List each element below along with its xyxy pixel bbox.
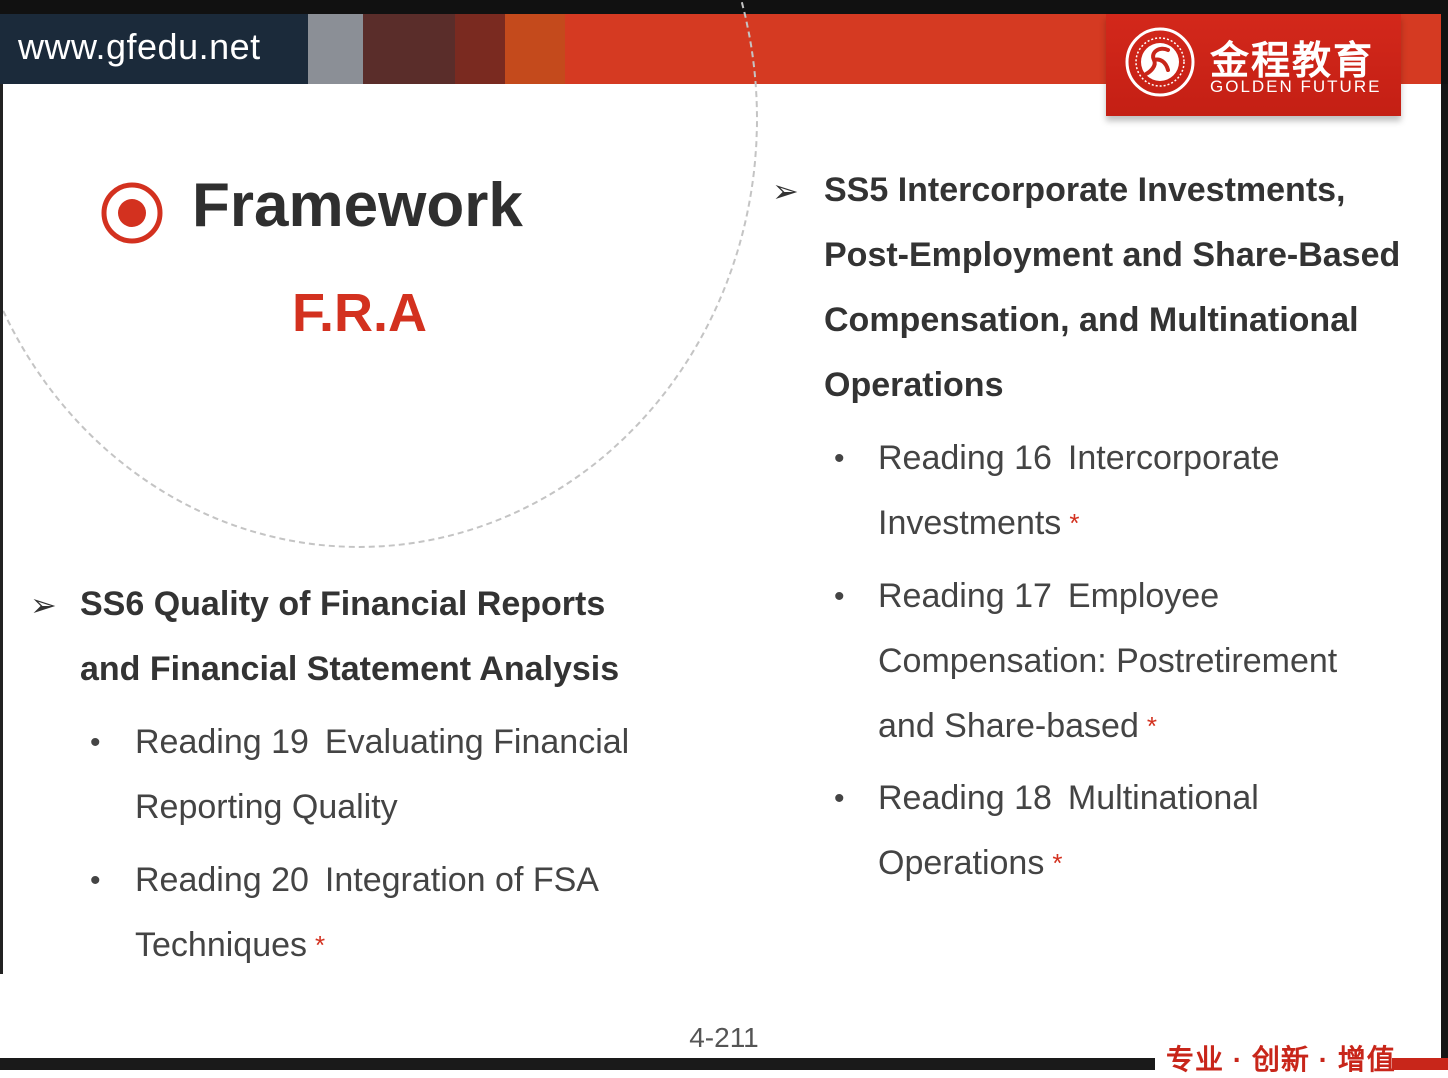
reading-item: Reading 19 Evaluating Financial Reporting…	[135, 710, 629, 840]
reading-item: Reading 16 Intercorporate Investments *	[878, 426, 1280, 556]
heading-line: Post-Employment and Share-Based	[824, 236, 1400, 274]
heading-line: and Financial Statement Analysis	[80, 650, 619, 688]
reading-number: Reading 19	[135, 723, 309, 761]
logo-seal-icon	[1124, 26, 1196, 98]
reading-title-line: Multinational	[1068, 779, 1259, 817]
bullet-dot-icon: •	[834, 442, 845, 476]
section-ss6-heading: SS6 Quality of Financial Reports and Fin…	[80, 572, 619, 702]
reading-title-line: Evaluating Financial	[325, 723, 629, 761]
reading-item: Reading 20 Integration of FSA Techniques *	[135, 848, 599, 978]
reading-title-line: Techniques	[135, 926, 307, 964]
heading-line: SS5 Intercorporate Investments,	[824, 171, 1346, 209]
footer-bar	[0, 1058, 1155, 1070]
brand-logo: 金程教育 GOLDEN FUTURE	[1106, 14, 1401, 116]
reading-title-line: Operations	[878, 844, 1044, 882]
heading-line: SS6 Quality of Financial Reports	[80, 585, 605, 623]
reading-title-line: Integration of FSA	[325, 861, 599, 899]
reading-title-line: Reporting Quality	[135, 788, 398, 826]
footer-accent-bar	[1392, 1058, 1448, 1070]
reading-title-line: and Share-based	[878, 707, 1139, 745]
left-edge-bar	[0, 84, 3, 974]
reading-number: Reading 16	[878, 439, 1052, 477]
page-title: Framework	[192, 170, 523, 241]
bullet-dot-icon: •	[90, 864, 101, 898]
reading-title-line: Employee	[1068, 577, 1219, 615]
logo-english-name: GOLDEN FUTURE	[1210, 77, 1381, 97]
star-marker: *	[1147, 711, 1157, 741]
subject-title: F.R.A	[292, 282, 427, 344]
arrow-bullet-icon: ➢	[30, 586, 57, 624]
heading-line: Compensation, and Multinational	[824, 301, 1359, 339]
bullet-dot-icon: •	[90, 726, 101, 760]
decorative-circle	[0, 0, 758, 548]
reading-title-line: Compensation: Postretirement	[878, 642, 1337, 680]
reading-title-line: Investments	[878, 504, 1061, 542]
right-edge-bar	[1441, 84, 1448, 1070]
target-icon	[100, 181, 164, 245]
section-ss5-heading: SS5 Intercorporate Investments, Post-Emp…	[824, 158, 1400, 418]
reading-item: Reading 17 Employee Compensation: Postret…	[878, 564, 1337, 759]
reading-title-line: Intercorporate	[1068, 439, 1280, 477]
star-marker: *	[315, 930, 325, 960]
footer-slogan: 专业 · 创新 · 增值	[1166, 1038, 1396, 1078]
star-marker: *	[1052, 848, 1062, 878]
arrow-bullet-icon: ➢	[772, 172, 799, 210]
bullet-dot-icon: •	[834, 580, 845, 614]
reading-number: Reading 20	[135, 861, 309, 899]
bullet-dot-icon: •	[834, 782, 845, 816]
reading-item: Reading 18 Multinational Operations *	[878, 766, 1259, 896]
reading-number: Reading 17	[878, 577, 1052, 615]
reading-number: Reading 18	[878, 779, 1052, 817]
heading-line: Operations	[824, 366, 1003, 404]
star-marker: *	[1069, 508, 1079, 538]
